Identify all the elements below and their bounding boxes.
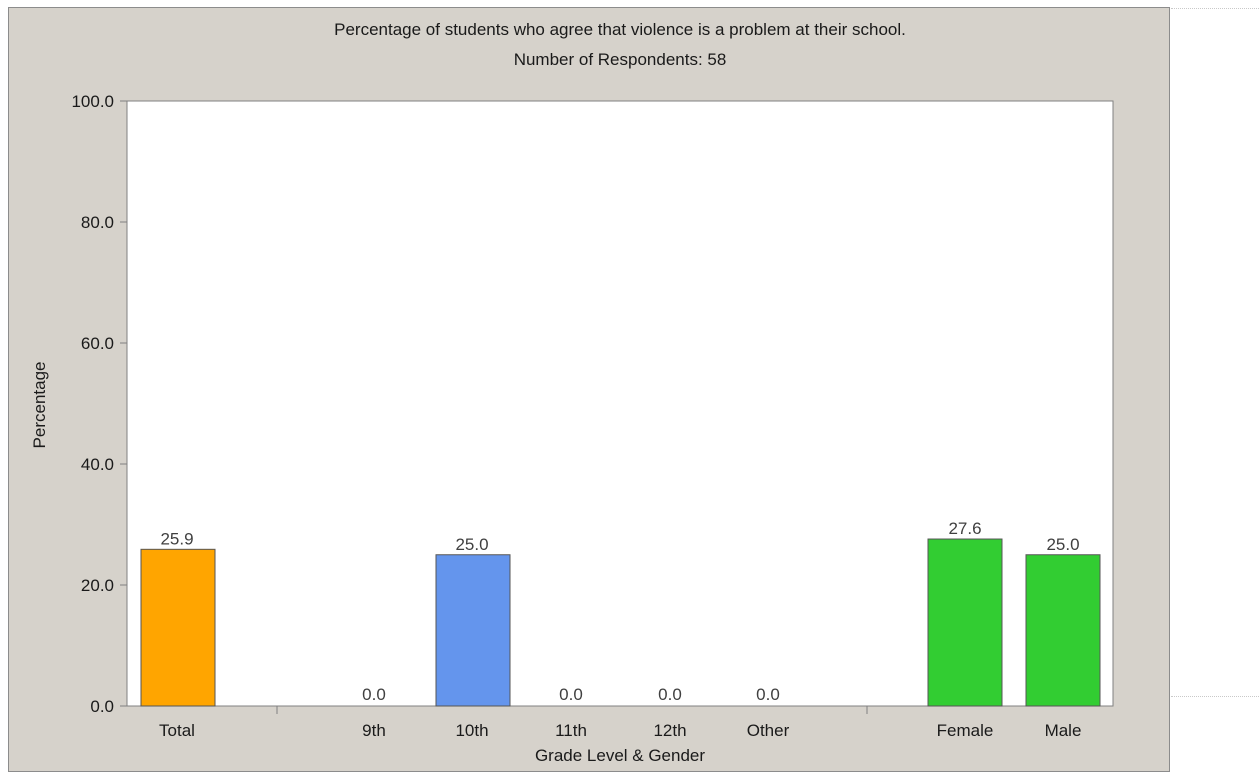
bar-female — [927, 538, 1003, 707]
data-label: 25.0 — [1046, 535, 1079, 554]
chart-subtitle: Number of Respondents: 58 — [514, 50, 727, 69]
bar-chart: Percentage of students who agree that vi… — [30, 20, 1114, 765]
guide-line-top — [1171, 8, 1259, 9]
y-tick-label: 0.0 — [90, 697, 114, 716]
chart-title: Percentage of students who agree that vi… — [334, 20, 906, 39]
data-label: 0.0 — [559, 685, 583, 704]
data-label: 0.0 — [362, 685, 386, 704]
data-label: 0.0 — [756, 685, 780, 704]
x-tick-label: Female — [937, 721, 994, 740]
x-tick-label: Male — [1045, 721, 1082, 740]
bar-10th — [435, 554, 511, 707]
y-tick-label: 20.0 — [81, 576, 114, 595]
guide-line-bottom — [1171, 696, 1259, 697]
y-tick-label: 80.0 — [81, 213, 114, 232]
bar-total — [140, 548, 216, 707]
x-tick-label: 11th — [555, 721, 587, 740]
y-tick-label: 100.0 — [71, 92, 114, 111]
data-label: 25.9 — [160, 529, 193, 548]
x-axis-title: Grade Level & Gender — [535, 746, 705, 765]
x-tick-label: 9th — [362, 721, 386, 740]
data-label: 0.0 — [658, 685, 682, 704]
y-tick-label: 60.0 — [81, 334, 114, 353]
chart-frame: Percentage of students who agree that vi… — [8, 7, 1170, 772]
y-tick-label: 40.0 — [81, 455, 114, 474]
data-label: 25.0 — [455, 535, 488, 554]
x-tick-label: 12th — [653, 721, 686, 740]
y-axis-title: Percentage — [30, 362, 49, 449]
x-tick-label: 10th — [455, 721, 488, 740]
bar-male — [1025, 554, 1101, 707]
x-tick-label: Total — [159, 721, 195, 740]
data-label: 27.6 — [948, 519, 981, 538]
x-tick-label: Other — [747, 721, 790, 740]
